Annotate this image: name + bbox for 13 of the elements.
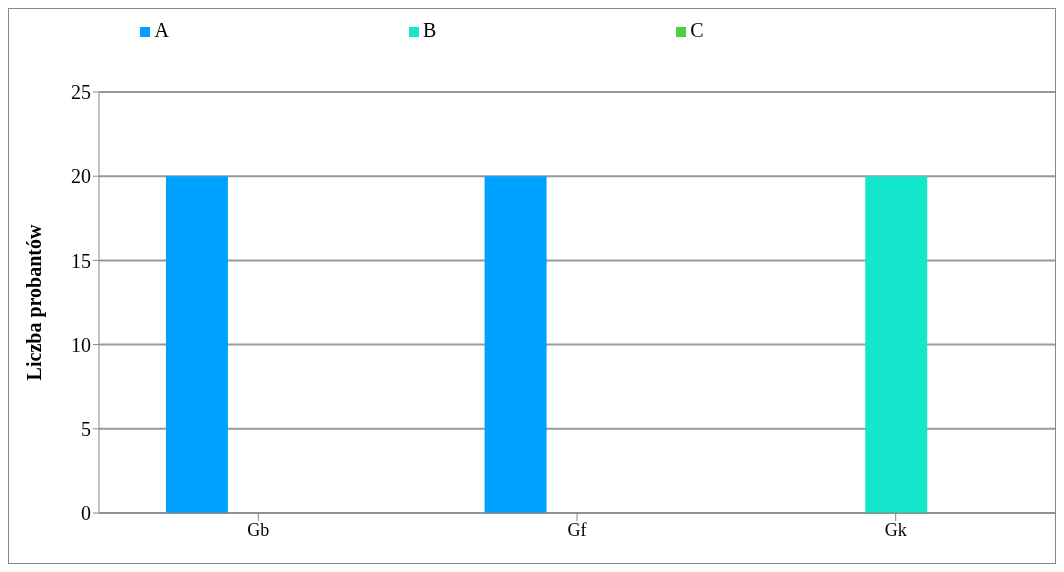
y-tick-label: 20 xyxy=(71,165,91,188)
x-tick-label: Gk xyxy=(884,519,907,540)
x-tick-label: Gb xyxy=(247,519,270,540)
y-tick-label: 25 xyxy=(71,81,91,104)
y-axis-title: Liczba probantów xyxy=(23,224,47,381)
legend-label: A xyxy=(154,19,169,41)
legend-label: B xyxy=(422,19,437,41)
y-tick-label: 15 xyxy=(71,249,91,272)
legend-label: C xyxy=(690,19,704,41)
y-tick-label: 10 xyxy=(71,333,91,356)
x-tick-label: Gf xyxy=(567,519,587,540)
y-tick-label: 5 xyxy=(81,417,91,440)
y-tick-label: 0 xyxy=(81,502,91,525)
